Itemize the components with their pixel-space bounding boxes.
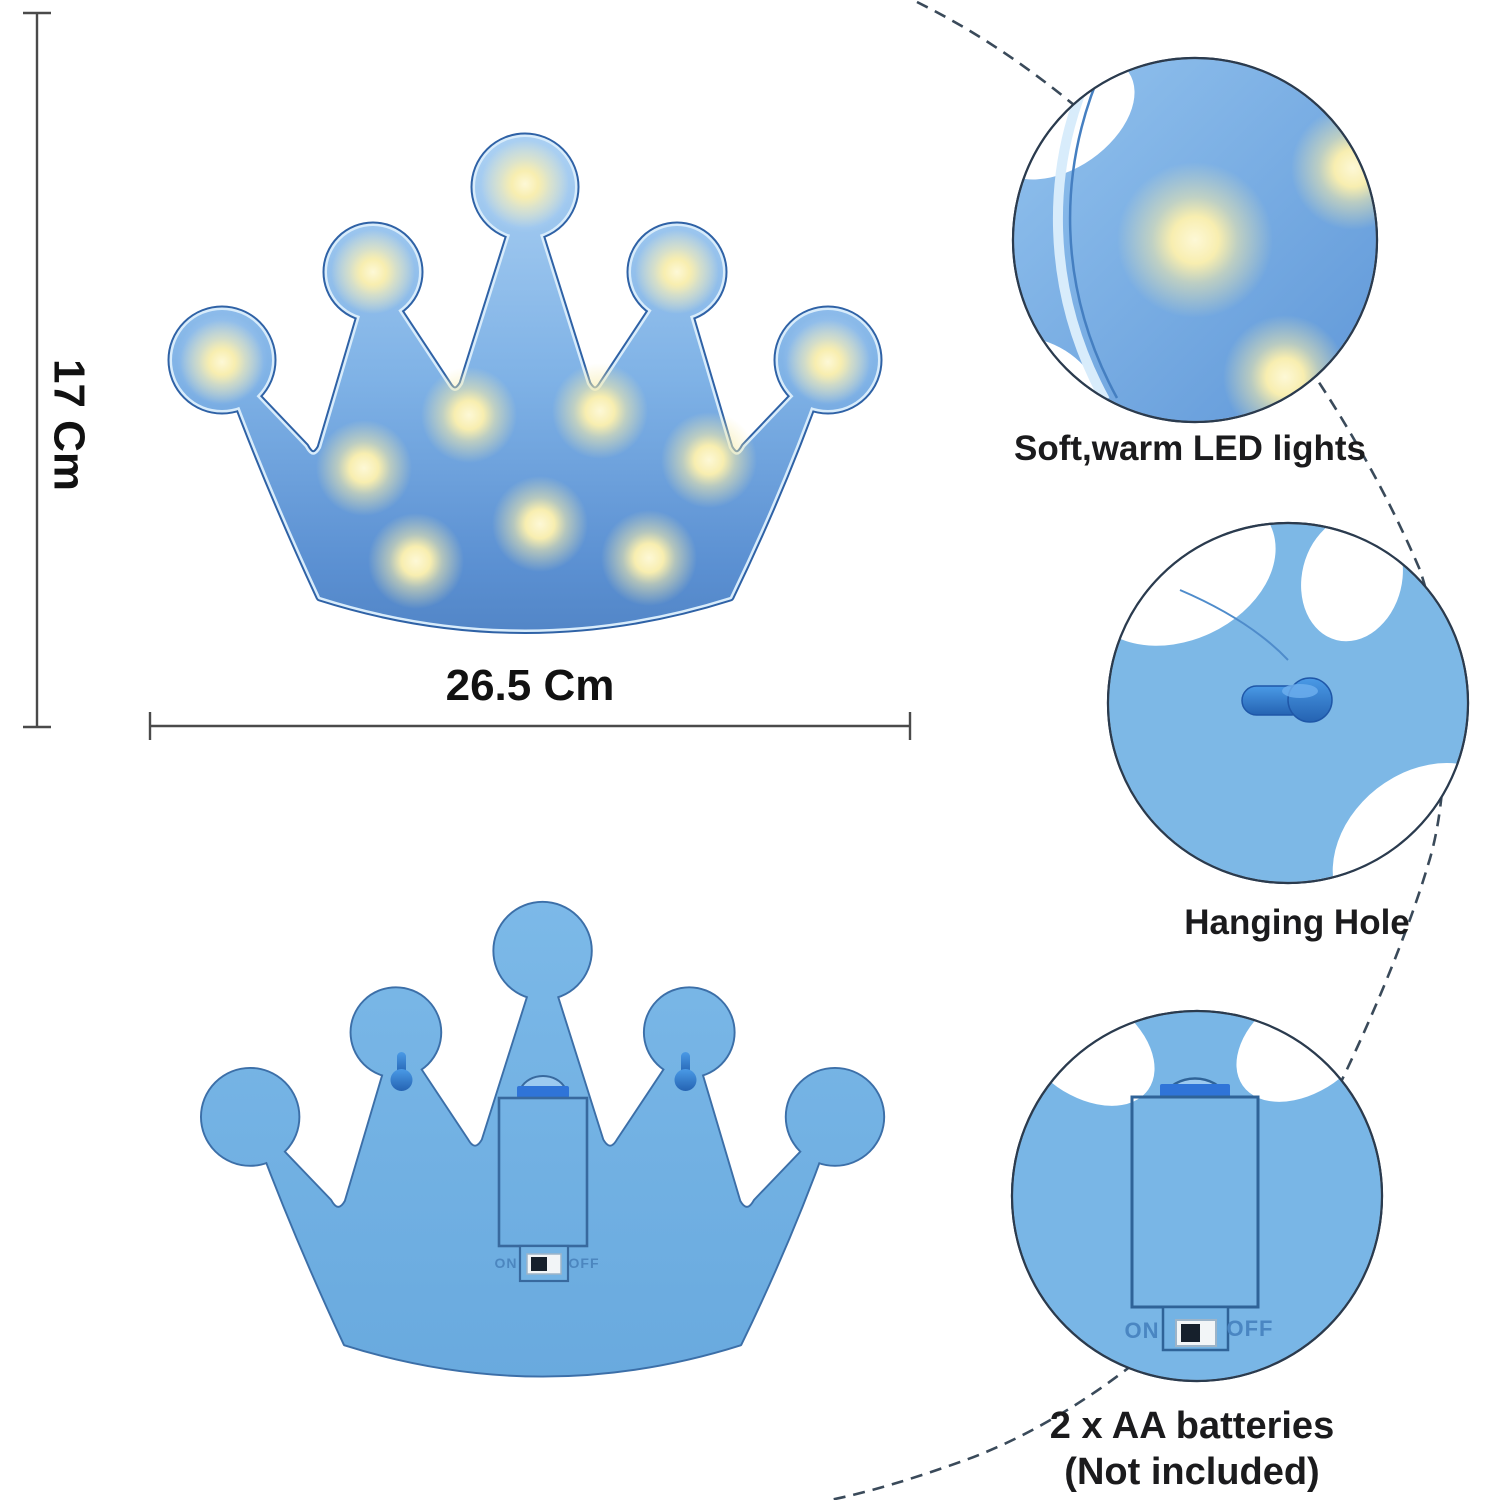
led-glow xyxy=(368,513,464,609)
on-label: ON xyxy=(1125,1318,1160,1343)
battery-tab-band xyxy=(517,1086,569,1098)
off-label: OFF xyxy=(1227,1316,1274,1341)
led-glow xyxy=(180,320,264,404)
on-label: ON xyxy=(495,1255,518,1271)
led-glow xyxy=(635,230,719,314)
width-dimension-label: 26.5 Cm xyxy=(446,661,615,710)
keyhole-slot-left xyxy=(390,1052,413,1091)
switch-knob xyxy=(1181,1324,1200,1342)
battery-callout-circle: ON OFF xyxy=(1010,1009,1384,1383)
back-view-crown xyxy=(199,900,886,1378)
front-led-lights xyxy=(180,140,870,609)
callout-label-hole: Hanging Hole xyxy=(1184,903,1410,942)
led-glow xyxy=(481,140,569,228)
led-glow xyxy=(552,363,648,459)
led-glow xyxy=(316,420,412,516)
power-switch: ON OFF xyxy=(495,1253,600,1275)
callout-label-battery-line2: (Not included) xyxy=(1064,1451,1319,1493)
led-glow xyxy=(1291,106,1376,230)
led-glow xyxy=(661,412,757,508)
width-dimension-line xyxy=(148,712,912,740)
height-dimension-line xyxy=(23,11,51,729)
led-glow xyxy=(601,510,697,606)
back-view-details: ON OFF xyxy=(390,1052,697,1283)
led-glow xyxy=(331,230,415,314)
led-glow xyxy=(421,367,517,463)
keyhole-slot-right xyxy=(674,1052,697,1091)
dashed-connector-arc xyxy=(829,0,1446,1500)
keyhole-icon xyxy=(1241,677,1333,723)
led-glow xyxy=(492,476,588,572)
callout-label-led: Soft,warm LED lights xyxy=(1014,429,1366,468)
off-label: OFF xyxy=(569,1255,600,1271)
height-dimension-label: 17 Cm xyxy=(44,359,93,491)
led-glow xyxy=(1117,162,1273,318)
hanging-hole-callout-circle xyxy=(1106,521,1470,885)
power-switch-zoom: ON OFF xyxy=(1125,1316,1274,1347)
switch-knob xyxy=(531,1257,547,1271)
battery-compartment-zoom xyxy=(1130,1077,1260,1352)
callout-label-battery-line1: 2 x AA batteries xyxy=(1050,1405,1334,1447)
led-glow xyxy=(1223,315,1347,421)
led-glow xyxy=(786,320,870,404)
led-callout-circle xyxy=(1011,56,1379,424)
